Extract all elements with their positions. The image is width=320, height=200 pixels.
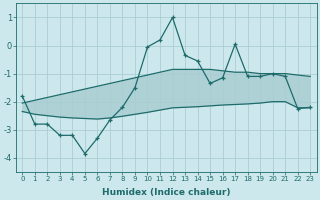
X-axis label: Humidex (Indice chaleur): Humidex (Indice chaleur)	[102, 188, 230, 197]
